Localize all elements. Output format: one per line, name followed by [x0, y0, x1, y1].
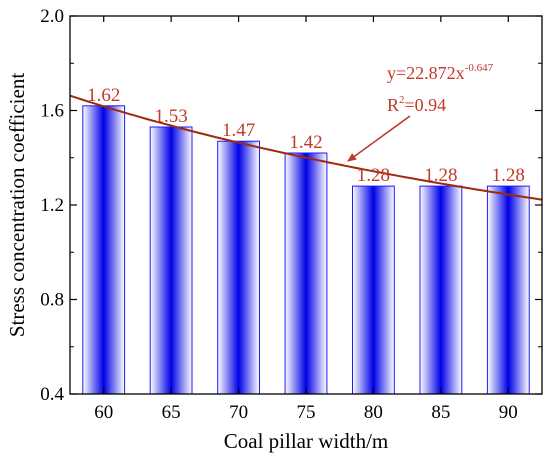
x-axis: 60 65 70 75 80 85 90: [94, 16, 518, 423]
fit-r2-superscript: 2: [399, 94, 405, 106]
y-axis-title: Stress concentration coefficient: [5, 73, 29, 338]
x-tick-label: 80: [364, 402, 383, 423]
fit-r2-base: R: [387, 95, 399, 115]
data-label-group: 1.62 1.53 1.47 1.42 1.28 1.28 1.28: [87, 85, 525, 186]
y-tick-label: 0.4: [40, 384, 64, 405]
fit-curve-group: [69, 94, 543, 201]
y-axis: 0.4 0.8 1.2 1.6 2.0: [40, 6, 542, 405]
annotation-arrow: [347, 115, 411, 162]
x-axis-title: Coal pillar width/m: [224, 429, 388, 453]
x-tick-label: 60: [94, 402, 113, 423]
x-tick-label: 75: [297, 402, 316, 423]
y-tick-label: 1.2: [40, 195, 64, 216]
y-tick-label: 1.6: [40, 101, 64, 122]
data-label-80: 1.28: [357, 165, 390, 186]
data-label-70: 1.47: [222, 120, 255, 141]
data-label-60: 1.62: [87, 85, 120, 106]
x-tick-label: 85: [431, 402, 450, 423]
x-tick-label: 90: [499, 402, 518, 423]
fit-equation: y=22.872x-0.647: [387, 62, 494, 83]
y-tick-label: 0.8: [40, 290, 64, 311]
fit-r2-rest: =0.94: [405, 95, 447, 115]
data-label-85: 1.28: [424, 165, 457, 186]
data-label-65: 1.53: [154, 106, 187, 127]
bar-60: [82, 105, 126, 395]
x-tick-label: 70: [229, 402, 248, 423]
bar-80: [352, 185, 395, 395]
bar-65: [149, 126, 193, 395]
bar-85: [419, 185, 463, 395]
fit-r-squared: R2=0.94: [387, 94, 446, 115]
fit-equation-base: y=22.872x: [387, 63, 465, 83]
bar-75: [284, 152, 328, 395]
fit-annotation: y=22.872x-0.647 R2=0.94: [347, 62, 494, 162]
y-tick-label: 2.0: [40, 6, 64, 27]
data-label-75: 1.42: [289, 132, 322, 153]
data-label-90: 1.28: [492, 165, 525, 186]
bar-70: [217, 140, 260, 395]
bar-series: [82, 105, 530, 395]
bar-90: [486, 185, 530, 395]
fit-equation-exponent: -0.647: [465, 62, 494, 74]
fit-curve: [69, 94, 543, 201]
x-tick-label: 65: [162, 402, 181, 423]
